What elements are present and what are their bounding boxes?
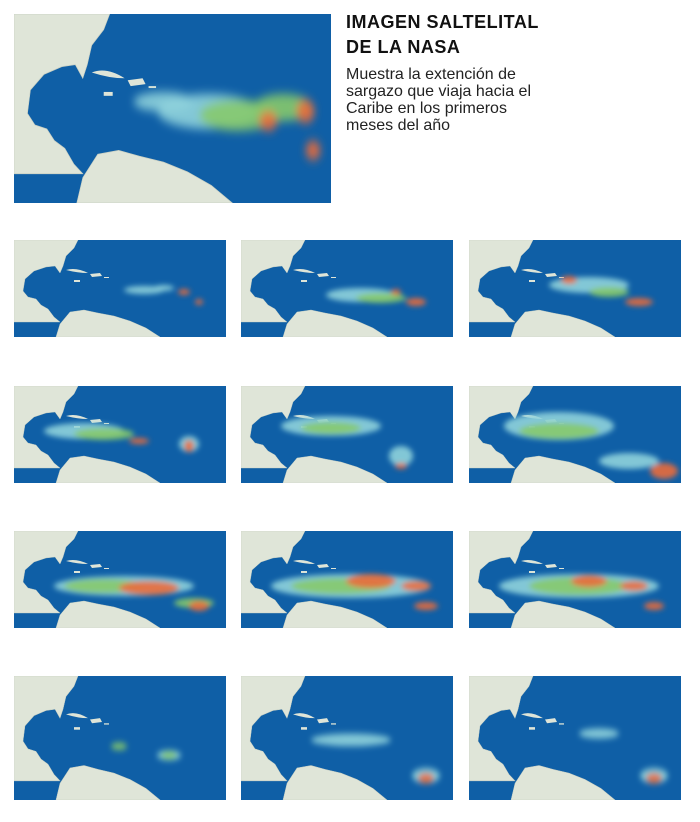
sargassum-patch bbox=[646, 773, 662, 784]
sargassum bbox=[54, 576, 214, 611]
sargassum-patch bbox=[189, 601, 209, 611]
sargassum bbox=[281, 416, 413, 469]
sargassum-patch bbox=[644, 602, 664, 610]
subtitle: Muestra la extención de sargazo que viaj… bbox=[346, 66, 531, 134]
map-panel bbox=[14, 240, 226, 337]
sargassum-patch bbox=[178, 289, 190, 295]
sargassum-patch bbox=[650, 463, 678, 479]
sargassum-patch bbox=[389, 446, 413, 466]
sargassum bbox=[504, 412, 678, 479]
sargassum-patch bbox=[74, 428, 134, 440]
sargassum bbox=[271, 574, 438, 610]
subtitle-line: meses del año bbox=[346, 117, 451, 134]
sargassum-patch bbox=[418, 773, 434, 784]
title-line: IMAGEN SALTELITAL bbox=[346, 12, 539, 32]
sargassum bbox=[124, 285, 203, 305]
title-line: DE LA NASA bbox=[346, 37, 461, 57]
map-panel bbox=[241, 240, 453, 337]
sargassum bbox=[579, 728, 668, 784]
sargassum-patch bbox=[259, 111, 278, 131]
sargassum-patch bbox=[519, 423, 599, 439]
sargassum-patch bbox=[129, 438, 149, 444]
subtitle-line: Muestra la extención de bbox=[346, 66, 516, 83]
sargassum bbox=[326, 288, 426, 306]
sargassum-patch bbox=[625, 298, 653, 306]
map-panel bbox=[241, 676, 453, 800]
sargassum-patch bbox=[356, 293, 406, 303]
sargassum-patch bbox=[401, 581, 431, 591]
map-panel bbox=[14, 386, 226, 483]
sargassum-patch bbox=[119, 581, 179, 595]
sargassum-patch bbox=[296, 99, 315, 124]
map-panel bbox=[469, 531, 681, 628]
sargassum-patch bbox=[620, 581, 648, 591]
sargassum bbox=[111, 742, 181, 761]
sargassum-patch bbox=[133, 91, 194, 112]
sargassum-patch bbox=[571, 575, 607, 587]
title: IMAGEN SALTELITAL DE LA NASA bbox=[346, 10, 539, 60]
sargassum-patch bbox=[195, 299, 203, 305]
map-panel bbox=[14, 14, 331, 203]
map-panel bbox=[469, 386, 681, 483]
sargassum-patch bbox=[184, 440, 194, 452]
subtitle-line: sargazo que viaja hacia el bbox=[346, 83, 532, 100]
sargassum-patch bbox=[414, 602, 438, 610]
map-panel bbox=[469, 240, 681, 337]
sargassum-patch bbox=[311, 733, 391, 747]
sargassum-patch bbox=[391, 289, 401, 295]
sargassum-patch bbox=[579, 728, 619, 739]
map-panel bbox=[14, 531, 226, 628]
sargassum-patch bbox=[406, 298, 426, 306]
sargassum-patch bbox=[599, 453, 659, 469]
map-panel bbox=[241, 531, 453, 628]
sargassum bbox=[133, 91, 321, 161]
sargassum-patch bbox=[111, 742, 127, 751]
sargassum-patch bbox=[301, 422, 361, 434]
sargassum bbox=[499, 574, 664, 610]
subtitle-line: Caribe en los primeros bbox=[346, 100, 507, 117]
map-panel bbox=[14, 676, 226, 800]
sargassum-patch bbox=[161, 751, 177, 760]
sargassum bbox=[44, 423, 199, 452]
sargassum-patch bbox=[561, 276, 577, 284]
sargassum-patch bbox=[154, 285, 174, 291]
sargassum-patch bbox=[395, 463, 407, 469]
sargassum bbox=[549, 276, 653, 306]
sargassum-patch bbox=[305, 140, 321, 161]
sargassum-patch bbox=[589, 287, 629, 297]
sargassum-patch bbox=[346, 574, 396, 588]
map-panel bbox=[469, 676, 681, 800]
sargassum bbox=[311, 733, 440, 784]
map-panel bbox=[241, 386, 453, 483]
